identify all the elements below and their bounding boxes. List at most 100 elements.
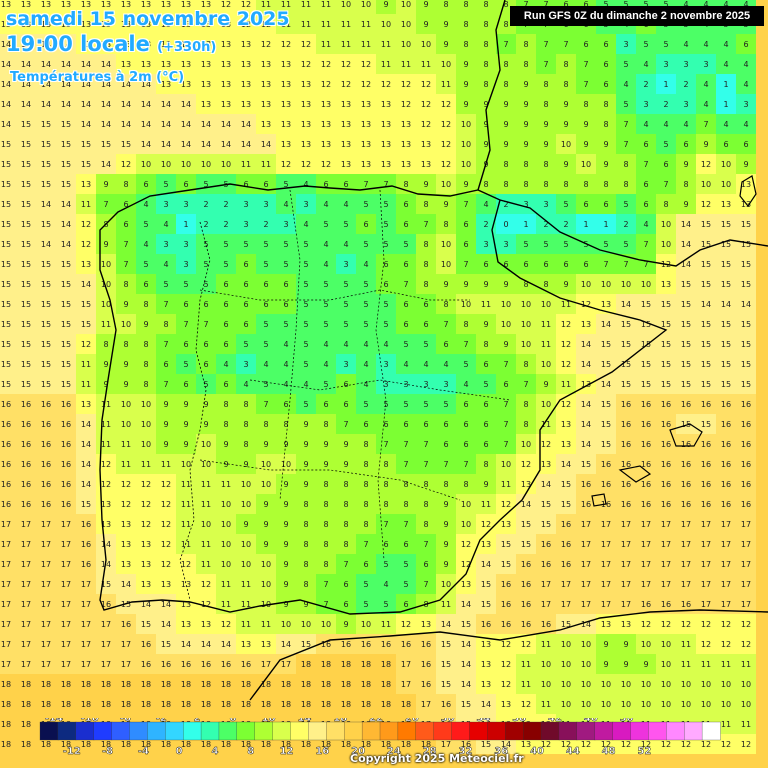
temperature-value: 18 xyxy=(21,740,31,749)
temperature-cell xyxy=(156,94,176,114)
temperature-value: 9 xyxy=(283,540,288,549)
temperature-cell xyxy=(0,114,16,134)
temperature-cell xyxy=(236,34,256,54)
temperature-value: 17 xyxy=(61,640,71,649)
temperature-value: 10 xyxy=(601,700,611,709)
temperature-cell xyxy=(0,214,16,234)
temperature-cell xyxy=(296,274,316,294)
temperature-cell xyxy=(256,134,276,154)
temperature-value: 9 xyxy=(443,560,448,569)
temperature-value: 15 xyxy=(621,340,631,349)
temperature-value: 6 xyxy=(723,140,728,149)
temperature-value: 13 xyxy=(461,580,471,589)
temperature-value: 5 xyxy=(303,400,308,409)
temperature-value: 2 xyxy=(203,200,208,209)
temperature-value: 10 xyxy=(361,0,371,9)
temperature-cell xyxy=(316,454,336,474)
temperature-value: 8 xyxy=(243,440,248,449)
temperature-value: 14 xyxy=(41,80,51,89)
regional-borders xyxy=(199,189,511,561)
temperature-cell xyxy=(656,154,676,174)
temperature-value: 5 xyxy=(383,320,388,329)
temperature-value: 5 xyxy=(623,60,628,69)
temperature-cell xyxy=(556,374,576,394)
temperature-cell xyxy=(16,674,36,694)
temperature-value: 7 xyxy=(623,120,628,129)
temperature-cell xyxy=(556,574,576,594)
temperature-value: 16 xyxy=(701,440,711,449)
temperature-value: 7 xyxy=(463,260,468,269)
temperature-cell xyxy=(376,514,396,534)
temperature-value: 16 xyxy=(701,500,711,509)
temperature-value: 15 xyxy=(681,300,691,309)
temperature-value: 10 xyxy=(241,480,251,489)
temperature-cell xyxy=(36,294,56,314)
variable-label: Températures à 2m (°C) xyxy=(10,70,185,85)
temperature-value: 14 xyxy=(1,40,11,49)
temperature-value: 4 xyxy=(723,0,728,9)
temperature-value: 9 xyxy=(643,660,648,669)
temperature-cell xyxy=(736,694,756,714)
legend-color-step xyxy=(326,721,345,741)
temperature-cell xyxy=(416,494,436,514)
temperature-cell xyxy=(236,74,256,94)
temperature-value: 15 xyxy=(41,260,51,269)
temperature-value: 13 xyxy=(501,700,511,709)
temperature-value: 18 xyxy=(381,740,391,749)
temperature-value: 7 xyxy=(543,60,548,69)
temperature-value: 15 xyxy=(1,340,11,349)
temperature-value: 15 xyxy=(41,120,51,129)
temperature-cell xyxy=(296,554,316,574)
temperature-value: 10 xyxy=(461,140,471,149)
temperature-value: 5 xyxy=(323,320,328,329)
temperature-cell xyxy=(296,354,316,374)
temperature-cell xyxy=(376,534,396,554)
temperature-value: 7 xyxy=(403,520,408,529)
temperature-value: 6 xyxy=(343,600,348,609)
temperature-cell xyxy=(676,194,696,214)
temperature-cell xyxy=(716,154,736,174)
temperature-value: 14 xyxy=(21,40,31,49)
temperature-value: 16 xyxy=(81,560,91,569)
temperature-cell xyxy=(216,414,236,434)
temperature-cell xyxy=(716,294,736,314)
temperature-cell xyxy=(696,574,716,594)
temperature-cell xyxy=(716,334,736,354)
temperature-value: 13 xyxy=(41,20,51,29)
temperature-cell xyxy=(516,674,536,694)
temperature-value: 5 xyxy=(383,400,388,409)
temperature-value: 6 xyxy=(403,320,408,329)
temperature-value: 18 xyxy=(241,740,251,749)
temperature-cell xyxy=(16,714,36,734)
temperature-value: 16 xyxy=(121,620,131,629)
temperature-cell xyxy=(296,694,316,714)
temperature-cell xyxy=(496,554,516,574)
temperature-cell xyxy=(256,474,276,494)
temperature-cell xyxy=(696,674,716,694)
temperature-cell xyxy=(556,114,576,134)
temperature-value: 12 xyxy=(361,80,371,89)
temperature-cell xyxy=(116,114,136,134)
temperature-value: 14 xyxy=(41,40,51,49)
temperature-cell xyxy=(736,374,756,394)
temperature-value: 3 xyxy=(543,200,548,209)
legend-color-step xyxy=(183,721,202,741)
temperature-value: 9 xyxy=(183,440,188,449)
temperature-value: 12 xyxy=(81,220,91,229)
temperature-value: 13 xyxy=(741,180,751,189)
temperature-value: 15 xyxy=(621,320,631,329)
temperature-cell xyxy=(336,354,356,374)
temperature-cell xyxy=(476,394,496,414)
temperature-cell xyxy=(16,214,36,234)
temperature-value: 15 xyxy=(1,240,11,249)
temperature-cell xyxy=(136,134,156,154)
temperature-value: 18 xyxy=(201,700,211,709)
temperature-cell xyxy=(176,34,196,54)
temperature-cell xyxy=(596,314,616,334)
temperature-cell xyxy=(116,94,136,114)
temperature-cell xyxy=(596,334,616,354)
temperature-cell xyxy=(436,354,456,374)
temperature-value: 10 xyxy=(521,340,531,349)
temperature-value: 5 xyxy=(143,260,148,269)
temperature-value: 11 xyxy=(721,720,731,729)
